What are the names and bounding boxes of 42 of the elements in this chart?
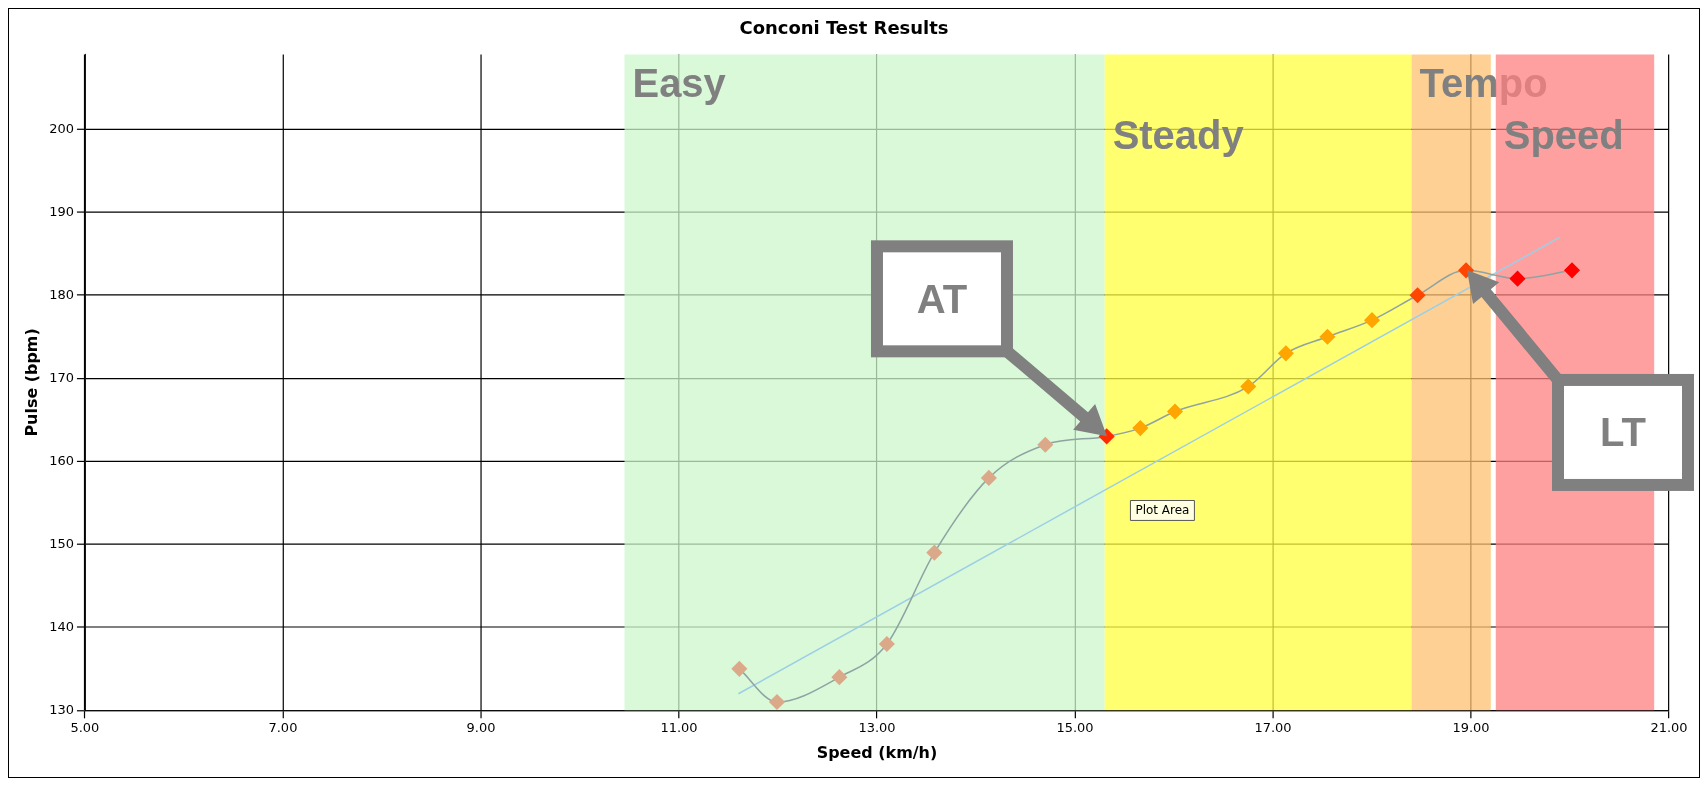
point bbox=[1037, 436, 1054, 453]
band-label: Steady bbox=[1112, 113, 1244, 158]
point bbox=[1240, 378, 1256, 395]
point bbox=[1167, 403, 1183, 420]
point bbox=[1564, 262, 1580, 279]
x-axis-title: Speed (km/h) bbox=[816, 742, 938, 762]
annotation: LT bbox=[1600, 410, 1646, 455]
annotation: AT bbox=[916, 276, 968, 321]
x-tick-label: 19.00 bbox=[1452, 720, 1490, 736]
y-axis-title: Pulse (bpm) bbox=[21, 328, 41, 437]
y-tick-label: 180 bbox=[49, 286, 74, 302]
point bbox=[879, 636, 895, 652]
x-tick-label: 21.00 bbox=[1650, 720, 1688, 736]
point bbox=[1509, 270, 1526, 287]
point bbox=[1278, 345, 1294, 362]
point bbox=[1132, 420, 1149, 436]
point bbox=[926, 544, 943, 561]
band-label: Speed bbox=[1503, 113, 1624, 158]
y-tick-label: 160 bbox=[49, 452, 74, 468]
x-tick-label: 5.00 bbox=[70, 720, 100, 736]
chart-title: Conconi Test Results bbox=[739, 17, 949, 39]
y-tick-label: 200 bbox=[49, 120, 74, 136]
band-label: Easy bbox=[632, 61, 726, 106]
y-tick-label: 150 bbox=[49, 535, 74, 551]
x-tick-label: 7.00 bbox=[268, 720, 298, 736]
point bbox=[1409, 287, 1426, 303]
x-tick-label: 11.00 bbox=[660, 720, 698, 736]
y-tick-label: 190 bbox=[49, 203, 74, 219]
point bbox=[731, 661, 748, 677]
point bbox=[831, 669, 848, 685]
x-tick-label: 13.00 bbox=[858, 720, 896, 736]
y-tick-label: 140 bbox=[49, 618, 74, 634]
point bbox=[769, 694, 785, 710]
y-tick-label: 170 bbox=[49, 369, 74, 385]
x-tick-label: 15.00 bbox=[1056, 720, 1094, 736]
point bbox=[981, 470, 997, 486]
x-tick-label: 9.00 bbox=[466, 720, 496, 736]
annotation: Plot Area bbox=[1135, 502, 1190, 517]
x-tick-label: 17.00 bbox=[1254, 720, 1292, 736]
y-tick-label: 130 bbox=[49, 701, 74, 717]
point bbox=[1364, 312, 1380, 328]
point bbox=[1319, 329, 1336, 345]
